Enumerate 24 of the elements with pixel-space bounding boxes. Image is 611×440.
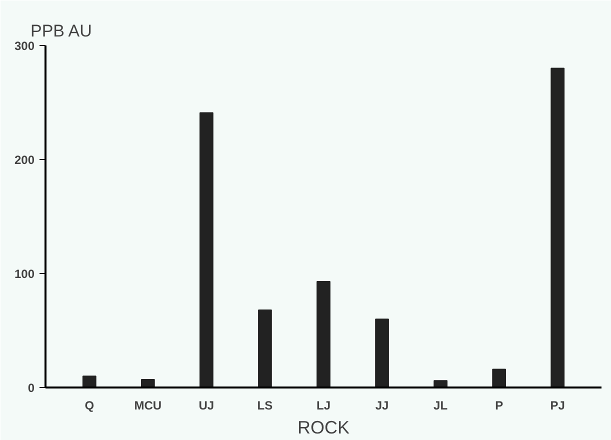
bar (82, 376, 96, 388)
bar (550, 68, 565, 388)
x-tick-label: MCU (134, 398, 162, 412)
bar (258, 309, 272, 388)
y-tick-label: 100 (14, 267, 35, 281)
bar (375, 318, 389, 388)
x-tick-label: UJ (198, 398, 214, 412)
x-tick-label: Q (84, 398, 94, 412)
y-axis-title: PPB AU (30, 22, 92, 40)
x-tick-label: LS (257, 398, 273, 412)
x-tick-label: JJ (375, 398, 389, 412)
y-tick-label: 200 (14, 153, 35, 167)
y-tick-label: 0 (28, 381, 35, 395)
bar (492, 368, 506, 388)
x-tick-label: PJ (550, 398, 565, 412)
bar (140, 379, 155, 388)
x-tick-label: P (495, 398, 504, 412)
x-axis-title: ROCK (298, 418, 350, 438)
bar (200, 112, 214, 388)
y-tick-label: 300 (14, 39, 35, 53)
x-tick-label: LJ (316, 398, 331, 412)
x-tick-label: JL (434, 398, 448, 412)
bar (434, 380, 448, 388)
bar (316, 280, 330, 388)
